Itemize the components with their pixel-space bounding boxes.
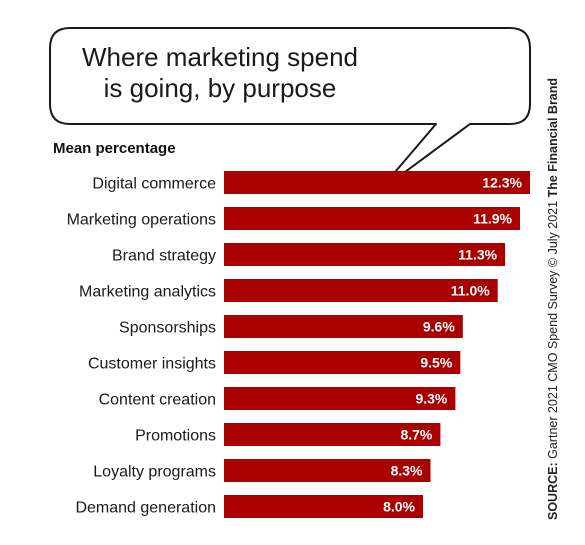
- chart-title-line-1: Where marketing spend: [81, 42, 359, 72]
- chart-title-line-2: is going, by purpose: [103, 73, 337, 103]
- category-label-8: Loyalty programs: [93, 464, 216, 481]
- category-label-2: Brand strategy: [112, 248, 216, 265]
- bar-3: [224, 279, 498, 302]
- value-label-3: 11.0%: [451, 283, 490, 299]
- bar-0: [224, 171, 530, 194]
- value-label-1: 11.9%: [473, 211, 512, 227]
- chart-title: Where marketing spend is going, by purpo…: [58, 42, 382, 104]
- value-label-4: 9.6%: [423, 319, 455, 335]
- source-brand: The Financial Brand: [546, 77, 560, 198]
- value-label-6: 9.3%: [415, 391, 447, 407]
- category-label-7: Promotions: [135, 428, 216, 445]
- category-label-5: Customer insights: [88, 356, 216, 373]
- category-label-9: Demand generation: [75, 500, 216, 517]
- value-label-0: 12.3%: [482, 175, 522, 191]
- value-label-5: 9.5%: [420, 355, 452, 371]
- chart-subtitle: Mean percentage: [53, 140, 176, 157]
- category-label-1: Marketing operations: [67, 212, 216, 229]
- bar-9: [224, 495, 423, 518]
- bar-6: [224, 387, 456, 410]
- source-text: Gartner 2021 CMO Spend Survey © July 202…: [546, 197, 560, 463]
- value-label-8: 8.3%: [391, 463, 423, 479]
- value-label-7: 8.7%: [400, 427, 432, 443]
- value-label-2: 11.3%: [458, 247, 497, 263]
- bar-5: [224, 351, 461, 374]
- category-label-0: Digital commerce: [92, 176, 216, 193]
- source-label: SOURCE:: [546, 462, 560, 520]
- category-label-3: Marketing analytics: [79, 284, 216, 301]
- bar-4: [224, 315, 463, 338]
- category-label-6: Content creation: [99, 392, 216, 409]
- source-note: SOURCE: Gartner 2021 CMO Spend Survey © …: [542, 78, 564, 520]
- category-label-4: Sponsorships: [119, 320, 216, 337]
- bar-2: [224, 243, 506, 266]
- bar-8: [224, 459, 431, 482]
- value-label-9: 8.0%: [383, 499, 415, 515]
- bar-1: [224, 207, 520, 230]
- bar-7: [224, 423, 441, 446]
